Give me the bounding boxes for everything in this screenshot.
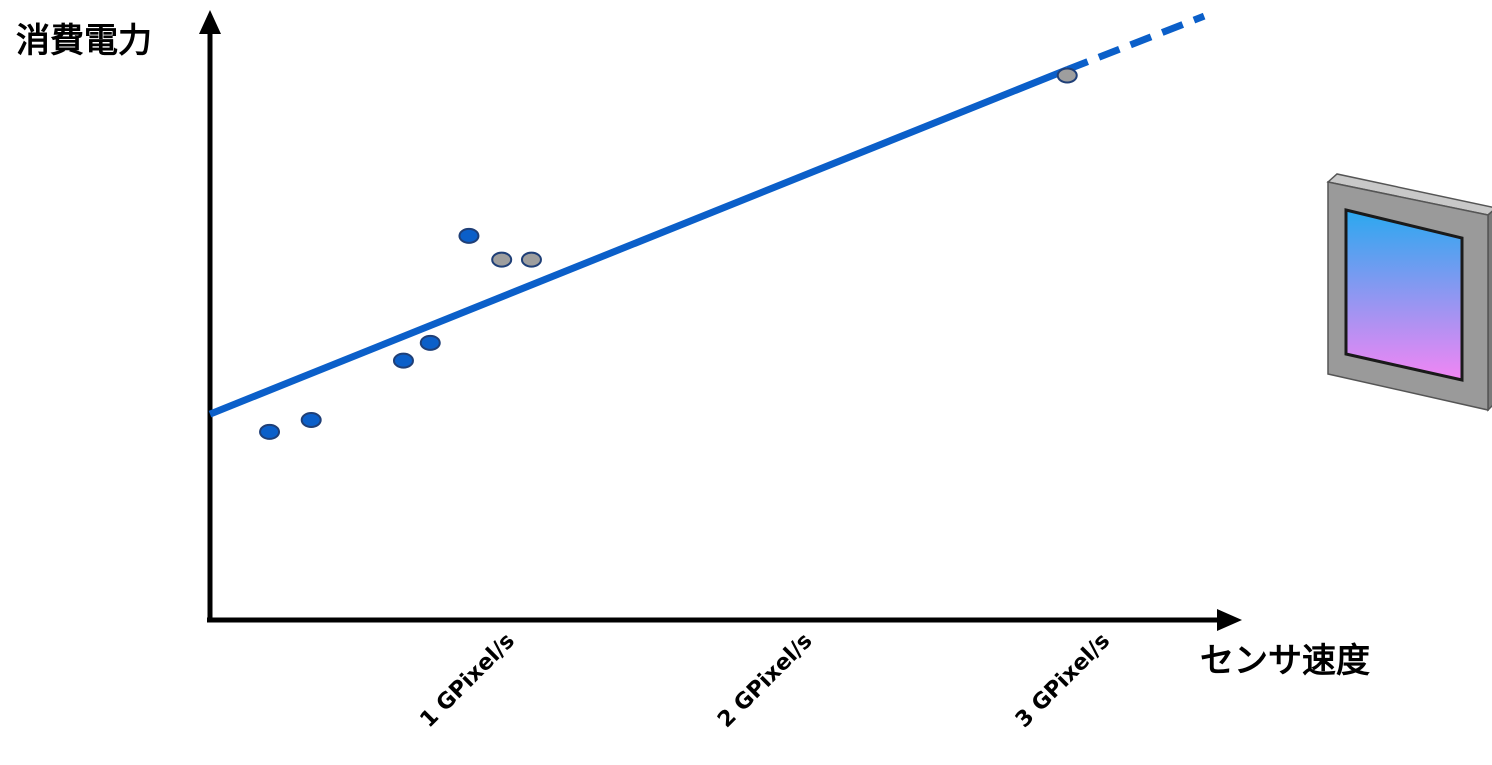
x-tick-labels: 1 GPixel/s 2 GPixel/s 3 GPixel/s: [416, 629, 1116, 733]
data-point: [491, 251, 513, 268]
data-point: [259, 423, 281, 440]
data-point: [419, 334, 441, 351]
trend-line-solid: [208, 66, 1069, 418]
x-axis-arrow-icon: [1217, 609, 1242, 631]
sensor-die: [1344, 208, 1464, 382]
data-point: [520, 251, 542, 268]
x-axis-title: センサ速度: [1200, 641, 1370, 681]
y-axis-title: 消費電力: [16, 21, 152, 61]
data-point: [300, 412, 322, 429]
y-axis-arrow-icon: [199, 10, 221, 34]
trend-line-extrapolated: [1065, 12, 1206, 73]
x-tick-label: 1 GPixel/s: [416, 629, 520, 733]
x-tick-label: 2 GPixel/s: [713, 629, 817, 733]
image-sensor-icon: [1326, 173, 1492, 412]
data-point: [1056, 67, 1078, 84]
data-point: [392, 352, 414, 369]
x-tick-label: 3 GPixel/s: [1011, 629, 1115, 733]
data-point: [458, 227, 480, 244]
data-points: [259, 67, 1078, 440]
trend-line-group: [208, 12, 1206, 418]
